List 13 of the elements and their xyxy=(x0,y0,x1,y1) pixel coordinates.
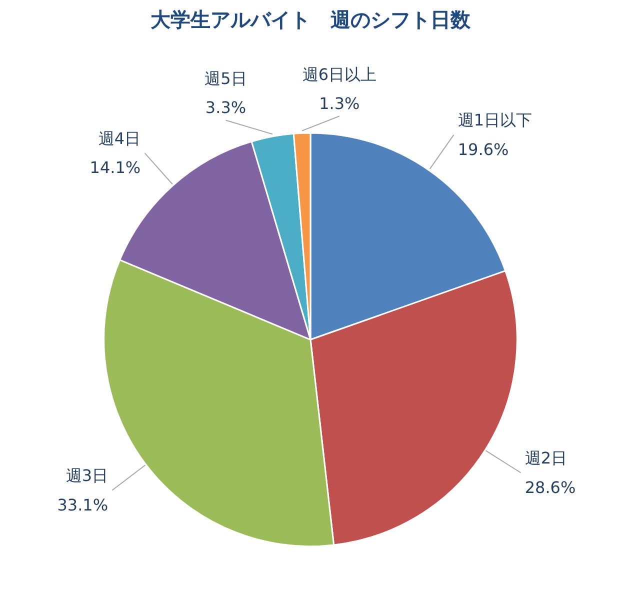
slice-label: 週6日以上 xyxy=(302,64,377,84)
data-label: 33.1% xyxy=(57,495,108,514)
data-label: 3.3% xyxy=(205,98,246,118)
data-label: 28.6% xyxy=(524,478,576,497)
slice-label: 週5日 xyxy=(204,68,247,88)
slice-label: 週2日 xyxy=(524,448,568,468)
data-label: 19.6% xyxy=(458,140,509,159)
data-label: 1.3% xyxy=(319,94,360,114)
data-label: 14.1% xyxy=(90,158,141,178)
slice-label: 週3日 xyxy=(66,466,108,486)
slice-label: 週4日 xyxy=(98,128,141,148)
slice-label: 週1日以下 xyxy=(458,110,532,130)
chart-title: 大学生アルバイト 週のシフト日数 xyxy=(150,8,472,32)
